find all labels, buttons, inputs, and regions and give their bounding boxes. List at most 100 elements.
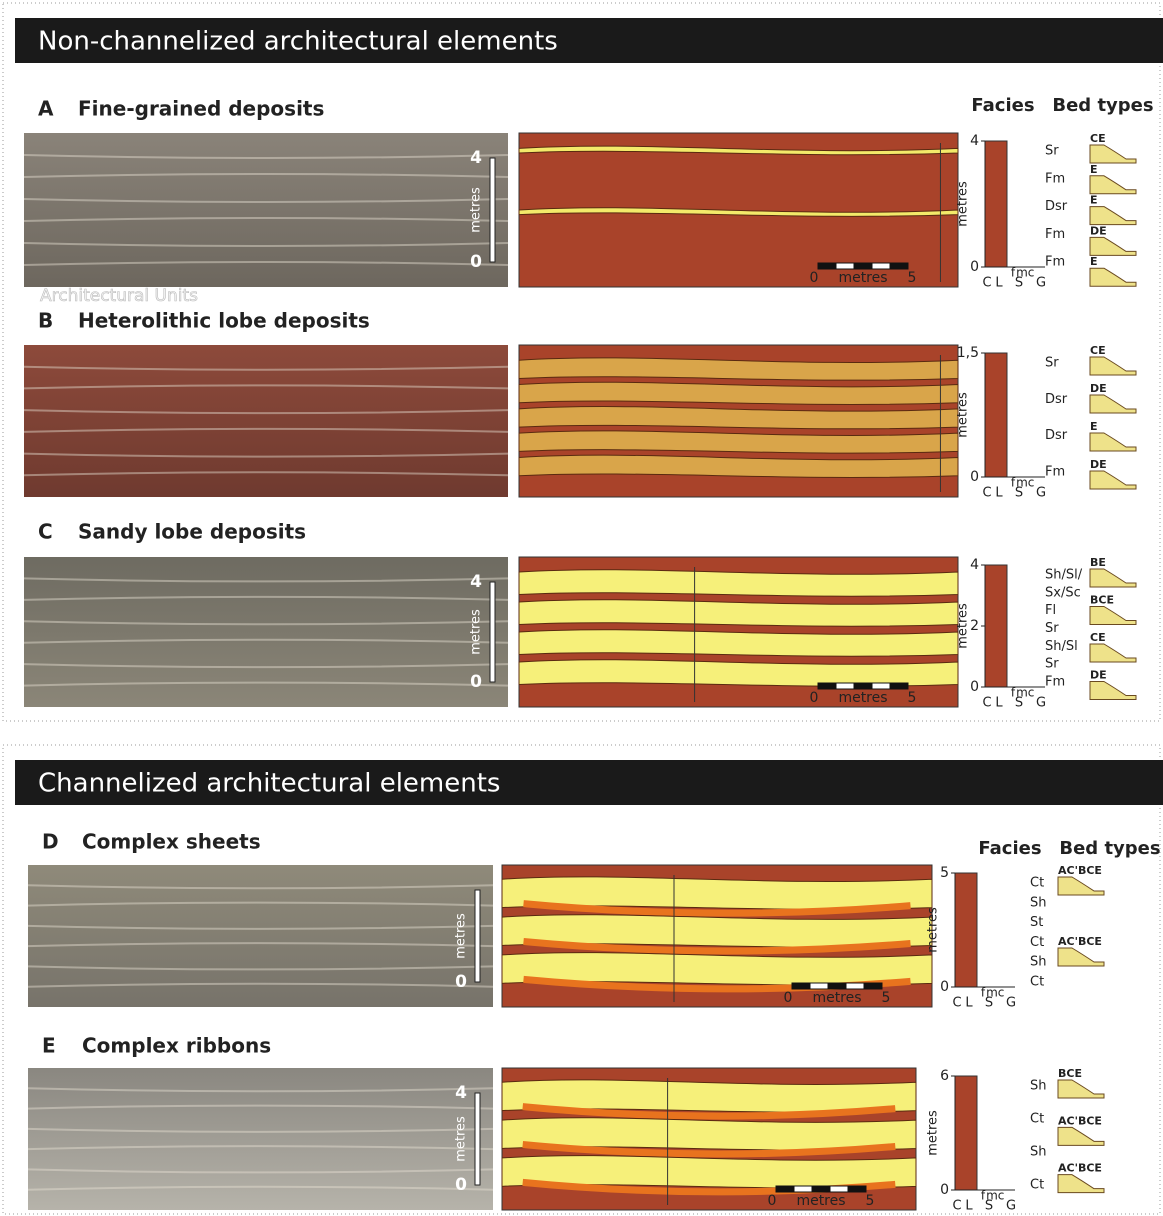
diagram-scale-label: 5: [908, 270, 917, 286]
facies-label: Ct: [1030, 975, 1044, 990]
grain-size-label: G: [1036, 696, 1046, 711]
grain-size-label: L: [965, 1199, 973, 1214]
sand-bed: [519, 660, 958, 687]
bed-type-label: E: [1090, 194, 1098, 207]
facies-label: Fm: [1045, 227, 1065, 242]
facies-label: Dsr: [1045, 199, 1068, 214]
log-tick-label: 0: [940, 979, 949, 995]
log-tick-label: 5: [940, 865, 949, 881]
scale-segment: [828, 983, 846, 989]
bed-type-icon: [1090, 395, 1136, 413]
panel-letter: A: [38, 97, 54, 121]
scale-bar: [475, 890, 480, 982]
column-header: Facies: [971, 95, 1034, 116]
panel-title: Complex sheets: [82, 830, 261, 854]
scale-segment: [794, 1186, 812, 1192]
facies-label: Sr: [1045, 657, 1059, 672]
bed-type-icon: [1058, 1175, 1104, 1193]
bed-type-icon: [1090, 268, 1136, 286]
bed-type-label: BE: [1090, 556, 1106, 569]
log-unit: metres: [926, 907, 941, 953]
diagram-scale-unit: metres: [838, 270, 887, 286]
grain-size-label: C: [982, 486, 991, 501]
scale-segment: [776, 1186, 794, 1192]
scale-segment: [836, 263, 854, 269]
log-tick-label: 4: [970, 557, 979, 573]
log-tick-label: 0: [970, 679, 979, 695]
diagram-scale-label: 0: [810, 270, 819, 286]
column-header: Bed types: [1052, 95, 1153, 116]
log-unit: metres: [956, 181, 971, 227]
grain-size-label: C: [952, 1199, 961, 1214]
facies-label: Fm: [1045, 171, 1065, 186]
diagram-scale-unit: metres: [812, 990, 861, 1006]
panel-letter: D: [42, 830, 59, 854]
sand-grade-label: c: [998, 1189, 1005, 1203]
grain-size-label: G: [1006, 996, 1016, 1011]
photo-scale-label: 4: [455, 1083, 467, 1103]
facies-label: Sr: [1045, 356, 1059, 371]
sand-bed: [519, 570, 958, 597]
scale-segment: [872, 263, 890, 269]
bed-type-label: CE: [1090, 344, 1106, 357]
sand-grade-label: c: [1028, 476, 1035, 490]
log-unit: metres: [956, 392, 971, 438]
photo-scale-label: 0: [455, 1175, 467, 1195]
bed-type-label: AC'BCE: [1058, 935, 1102, 948]
photo-scale-label: 0: [470, 252, 482, 272]
bed-type-icon: [1090, 682, 1136, 700]
facies-label: Fm: [1045, 255, 1065, 270]
facies-label: Sh: [1030, 895, 1047, 910]
sand-grade-label: m: [1016, 476, 1028, 490]
scale-segment: [830, 1186, 848, 1192]
watermark: Architectural Units: [40, 286, 198, 306]
facies-label: Sr: [1045, 144, 1059, 159]
grain-size-label: C: [982, 696, 991, 711]
diagram-scale-label: 0: [784, 990, 793, 1006]
diagram-scale-unit: metres: [838, 690, 887, 706]
sand-grade-label: c: [998, 986, 1005, 1000]
bed-type-icon: [1058, 948, 1104, 966]
grain-size-label: L: [995, 696, 1003, 711]
log-column: [985, 141, 1007, 267]
grain-size-label: C: [982, 276, 991, 291]
sand-grade-label: m: [986, 986, 998, 1000]
bed-type-label: DE: [1090, 224, 1107, 237]
bed-type-label: DE: [1090, 382, 1107, 395]
facies-label: Dsr: [1045, 392, 1068, 407]
figure: Non-channelized architectural elementsFa…: [0, 0, 1163, 1216]
photo-scale-label: 0: [470, 672, 482, 692]
diagram-scale-label: 0: [810, 690, 819, 706]
bed-type-icon: [1090, 644, 1136, 662]
facies-label: Sh: [1030, 1079, 1047, 1094]
section-title: Channelized architectural elements: [38, 769, 500, 799]
photo-scale-unit: metres: [454, 1116, 469, 1162]
bed-type-icon: [1058, 1080, 1104, 1098]
bed-type-label: CE: [1090, 631, 1106, 644]
scale-segment: [854, 683, 872, 689]
scale-segment: [864, 983, 882, 989]
bed-type-icon: [1090, 569, 1136, 587]
panel-letter: C: [38, 520, 53, 544]
scale-segment: [810, 983, 828, 989]
bed-type-icon: [1058, 877, 1104, 895]
log-column: [985, 353, 1007, 477]
bed-type-label: E: [1090, 255, 1098, 268]
scale-segment: [848, 1186, 866, 1192]
scale-segment: [836, 683, 854, 689]
bed-type-icon: [1090, 176, 1136, 194]
scale-segment: [890, 263, 908, 269]
scale-bar: [475, 1093, 480, 1185]
photo-scale-label: 4: [470, 572, 482, 592]
scale-segment: [846, 983, 864, 989]
bed-type-label: BCE: [1058, 1067, 1082, 1080]
bed-type-icon: [1058, 1127, 1104, 1145]
facies-label: Ct: [1030, 1178, 1044, 1193]
sand-bed: [519, 630, 958, 657]
bed-type-icon: [1090, 237, 1136, 255]
grain-size-label: C: [952, 996, 961, 1011]
scale-segment: [854, 263, 872, 269]
sand-grade-label: c: [1028, 266, 1035, 280]
scale-bar: [490, 158, 495, 262]
grain-size-label: L: [995, 486, 1003, 501]
